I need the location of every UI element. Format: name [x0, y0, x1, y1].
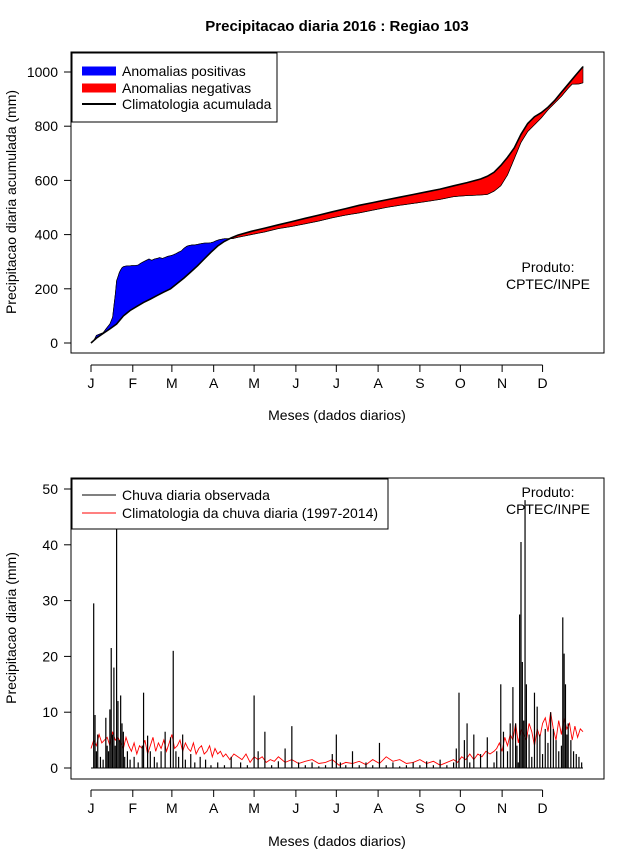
- top-y-tick-label: 0: [50, 335, 58, 351]
- daily-rain-bars: [91, 500, 583, 769]
- bottom-x-tick-label: J: [333, 800, 340, 816]
- bottom-x-tick-label: N: [497, 800, 507, 816]
- bottom-x-tick-label: A: [373, 800, 383, 816]
- top-x-tick-label: N: [497, 375, 507, 391]
- legend-label-climatology: Climatologia acumulada: [122, 96, 272, 112]
- top-x-tick-label: D: [537, 375, 547, 391]
- bottom-x-tick-label: S: [415, 800, 424, 816]
- top-product-label: Produto:: [522, 259, 575, 275]
- top-y-tick-label: 400: [35, 227, 59, 243]
- climatology-cumulative-line: [90, 66, 584, 344]
- observed-cumulative-line: [90, 82, 584, 344]
- bottom-y-tick-label: 0: [50, 760, 58, 776]
- bottom-x-tick-label: D: [537, 800, 547, 816]
- top-legend: Anomalias positivas Anomalias negativas …: [71, 52, 278, 123]
- top-x-tick-label: F: [129, 375, 138, 391]
- bottom-y-tick-label: 20: [42, 648, 58, 664]
- legend-label-daily-climatology: Climatologia da chuva diaria (1997-2014): [122, 505, 378, 521]
- top-x-tick-label: A: [209, 375, 219, 391]
- bottom-legend: Chuva diaria observada Climatologia da c…: [71, 478, 389, 530]
- top-x-tick-label: O: [455, 375, 466, 391]
- bottom-y-tick-label: 10: [42, 704, 58, 720]
- top-y-axis-label: Precipitacao diaria acumulada (mm): [3, 90, 19, 314]
- bottom-x-tick-label: F: [129, 800, 138, 816]
- legend-label-observed: Chuva diaria observada: [122, 487, 270, 503]
- bottom-x-tick-label: M: [166, 800, 178, 816]
- bottom-x-tick-label: J: [88, 800, 95, 816]
- top-x-tick-label: S: [415, 375, 424, 391]
- top-y-tick-label: 600: [35, 172, 59, 188]
- top-y-axis: 0 200 400 600 800 1000: [27, 64, 72, 351]
- chart-title: Precipitacao diaria 2016 : Regiao 103: [205, 18, 468, 35]
- top-y-tick-label: 200: [35, 281, 59, 297]
- legend-label-negative: Anomalias negativas: [122, 80, 251, 96]
- top-product-source: CPTEC/INPE: [506, 276, 590, 292]
- top-x-tick-label: M: [166, 375, 178, 391]
- cumulative-lines: [90, 66, 584, 344]
- top-x-tick-label: J: [292, 375, 299, 391]
- negative-anomaly-area-2: [228, 65, 584, 240]
- top-x-tick-label: A: [373, 375, 383, 391]
- top-x-axis-label: Meses (dados diarios): [268, 407, 406, 423]
- bottom-x-tick-label: O: [455, 800, 466, 816]
- bottom-y-tick-label: 50: [42, 481, 58, 497]
- top-y-tick-label: 1000: [27, 64, 58, 80]
- legend-label-positive: Anomalias positivas: [122, 63, 246, 79]
- bottom-product-label: Produto:: [522, 484, 575, 500]
- bottom-legend-box: [71, 478, 389, 530]
- top-x-tick-label: M: [248, 375, 260, 391]
- bottom-x-axis-label: Meses (dados diarios): [268, 833, 406, 849]
- bottom-x-tick-label: A: [209, 800, 219, 816]
- bottom-y-tick-label: 40: [42, 537, 58, 553]
- top-x-tick-label: J: [88, 375, 95, 391]
- bottom-x-tick-label: M: [248, 800, 260, 816]
- top-y-tick-label: 800: [35, 118, 59, 134]
- bottom-x-tick-label: J: [292, 800, 299, 816]
- bottom-product-source: CPTEC/INPE: [506, 501, 590, 517]
- bottom-y-axis: 0 10 20 30 40 50: [42, 481, 72, 776]
- daily-precipitation-panel: 0 10 20 30 40 50 J F M A M J J A S O N D Meses (dados di…: [3, 477, 605, 849]
- top-x-tick-label: J: [333, 375, 340, 391]
- bottom-y-axis-label: Precipitacao diaria (mm): [3, 552, 19, 704]
- cumulative-precipitation-panel: 0 200 400 600 800 1000 J F M A M J J A S O N D Meses (da…: [3, 51, 605, 423]
- bottom-y-tick-label: 30: [42, 593, 58, 609]
